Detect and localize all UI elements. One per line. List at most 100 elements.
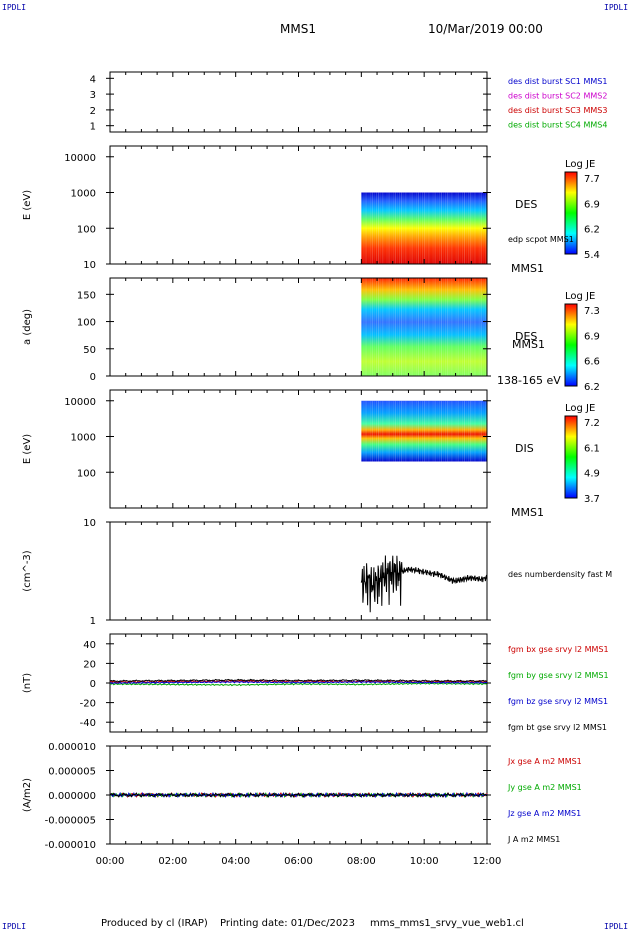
heatmap-texture xyxy=(480,192,482,264)
heatmap-texture xyxy=(445,400,447,462)
heatmap-texture xyxy=(361,278,363,376)
heatmap-texture xyxy=(405,278,407,376)
heatmap-texture xyxy=(426,400,428,462)
heatmap-texture xyxy=(369,400,371,462)
colorbar-tick: 5.4 xyxy=(584,250,600,261)
heatmap-texture xyxy=(457,192,459,264)
heatmap-texture xyxy=(447,192,449,264)
y-tick-label: 0 xyxy=(90,372,96,383)
heatmap-texture xyxy=(411,278,413,376)
heatmap-texture xyxy=(369,192,371,264)
legend-entry: des dist burst SC1 MMS1 xyxy=(508,77,607,86)
heatmap-texture xyxy=(422,400,424,462)
heatmap-texture xyxy=(449,192,451,264)
heatmap-texture xyxy=(411,400,413,462)
heatmap-texture xyxy=(459,400,461,462)
y-tick-label: 10000 xyxy=(64,153,96,164)
heatmap-texture xyxy=(413,400,415,462)
heatmap-texture xyxy=(463,278,466,376)
heatmap-texture xyxy=(388,400,390,462)
heatmap-texture xyxy=(388,278,390,376)
y-axis-label: (cm^-3) xyxy=(22,550,33,591)
heatmap-texture xyxy=(388,192,390,264)
heatmap-texture xyxy=(382,278,384,376)
heatmap-texture xyxy=(449,278,451,376)
y-tick-label: 20 xyxy=(83,659,96,670)
heatmap-texture xyxy=(394,278,396,376)
heatmap-texture xyxy=(445,278,447,376)
heatmap-texture xyxy=(472,278,474,376)
heatmap-texture xyxy=(438,278,440,376)
bottom-right-label: MMS1 xyxy=(511,506,544,519)
colorbar-p2: Log JE 7.7 6.9 6.2 5.4 xyxy=(564,159,600,261)
heatmap-texture xyxy=(436,400,438,462)
heatmap-texture xyxy=(422,278,424,376)
colorbar-tick: 6.6 xyxy=(584,357,600,368)
heatmap-p2 xyxy=(361,192,487,264)
heatmap-texture xyxy=(482,278,484,376)
heatmap-texture xyxy=(432,192,434,264)
heatmap-texture xyxy=(401,278,403,376)
series-line xyxy=(109,792,488,798)
heatmap-texture xyxy=(480,400,482,462)
heatmap-texture xyxy=(430,400,432,462)
heatmap-texture xyxy=(453,278,455,376)
y-tick-label: 150 xyxy=(77,290,96,301)
heatmap-texture xyxy=(436,278,438,376)
heatmap-texture xyxy=(476,400,478,462)
panel-p4: Log JE 7.2 6.1 4.9 3.7 DIS MMS1 10000 1000 100 E (… xyxy=(22,389,600,519)
heatmap-texture xyxy=(470,192,472,264)
y-tick-label: 2 xyxy=(90,106,96,117)
legend-entry: des dist burst SC4 MMS4 xyxy=(508,121,607,130)
heatmap-texture xyxy=(361,192,363,264)
heatmap-texture xyxy=(434,192,436,264)
colorbar-tick: 7.7 xyxy=(584,174,600,185)
heatmap-texture xyxy=(470,400,472,462)
heatmap-texture xyxy=(380,192,382,264)
heatmap-texture xyxy=(459,278,461,376)
x-tick-label: 04:00 xyxy=(221,856,250,867)
colorbar-gradient xyxy=(564,303,578,387)
colorbar-tick: 6.2 xyxy=(584,382,600,393)
heatmap-texture xyxy=(443,400,445,462)
heatmap-texture xyxy=(390,278,392,376)
heatmap-texture xyxy=(378,278,380,376)
colorbar-title: Log JE xyxy=(565,159,595,170)
y-tick-label: 40 xyxy=(83,640,96,651)
heatmap-texture xyxy=(375,192,378,264)
heatmap-texture xyxy=(373,192,375,264)
heatmap-texture xyxy=(375,400,378,462)
colorbar-tick: 6.2 xyxy=(584,225,600,236)
y-tick-label: 0.000010 xyxy=(48,742,96,753)
heatmap-texture xyxy=(386,192,388,264)
side-label: DES xyxy=(515,198,537,211)
heatmap-p3 xyxy=(361,278,487,376)
colorbar-p4: Log JE 7.2 6.1 4.9 3.7 xyxy=(564,403,600,505)
heatmap-texture xyxy=(451,400,453,462)
heatmap-texture xyxy=(472,192,474,264)
heatmap-texture xyxy=(422,192,424,264)
heatmap-texture xyxy=(419,400,422,462)
heatmap-texture xyxy=(419,278,422,376)
y-tick-label: 100 xyxy=(77,468,96,479)
series-line xyxy=(109,680,487,685)
heatmap-texture xyxy=(430,192,432,264)
colorbar-tick: 7.3 xyxy=(584,306,600,317)
y-tick-label: 0 xyxy=(90,679,96,690)
heatmap-texture xyxy=(411,192,413,264)
heatmap-texture xyxy=(392,400,394,462)
heatmap-texture xyxy=(461,278,463,376)
heatmap-texture xyxy=(451,192,453,264)
heatmap-texture xyxy=(403,278,405,376)
x-tick-label: 02:00 xyxy=(158,856,187,867)
y-tick-label: 0.000005 xyxy=(48,767,96,778)
heatmap-texture xyxy=(378,192,380,264)
legend-entry: fgm bz gse srvy l2 MMS1 xyxy=(508,697,608,706)
heatmap-texture xyxy=(367,400,369,462)
heatmap-texture xyxy=(474,192,476,264)
heatmap-texture xyxy=(363,192,365,264)
corner-label-top-left: IPDLI xyxy=(2,3,27,12)
series-line xyxy=(109,678,488,683)
heatmap-texture xyxy=(417,192,419,264)
heatmap-texture xyxy=(461,400,463,462)
